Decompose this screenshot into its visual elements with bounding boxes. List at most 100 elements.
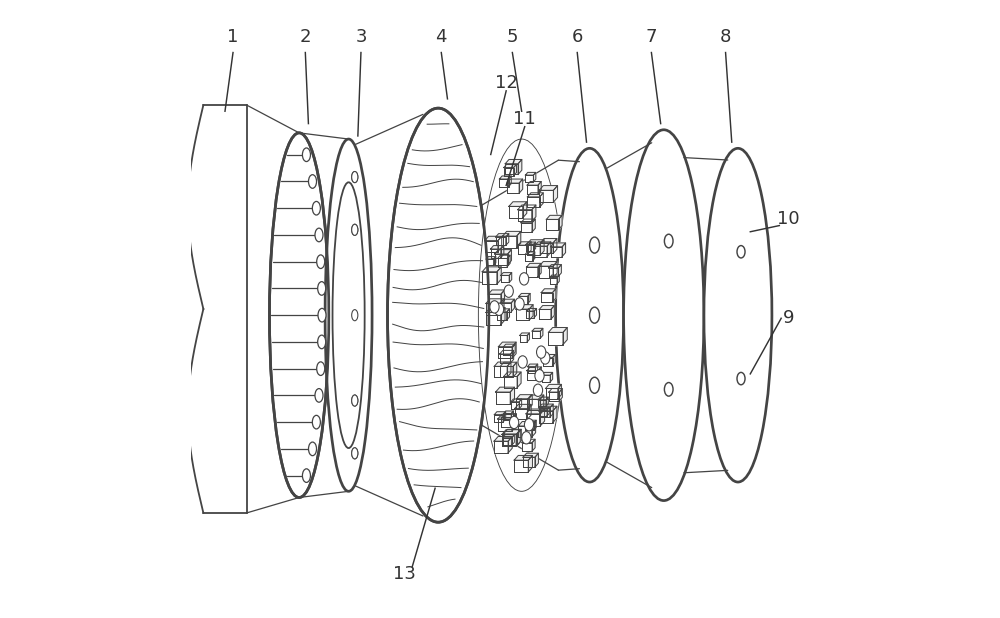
Polygon shape [486,298,504,303]
Polygon shape [499,179,509,187]
Polygon shape [508,250,511,265]
Polygon shape [534,242,551,246]
Polygon shape [540,240,544,255]
Polygon shape [488,290,505,294]
Polygon shape [540,239,557,243]
Polygon shape [517,430,521,446]
Polygon shape [503,434,514,438]
Polygon shape [507,183,519,193]
Polygon shape [534,420,536,430]
Polygon shape [509,201,527,206]
Polygon shape [546,215,562,219]
Ellipse shape [302,469,310,483]
Ellipse shape [556,148,624,482]
Polygon shape [540,243,553,253]
Ellipse shape [541,352,550,364]
Polygon shape [557,275,559,284]
Polygon shape [519,297,528,303]
Text: 12: 12 [495,74,518,93]
Polygon shape [497,309,510,312]
Ellipse shape [269,133,329,497]
Polygon shape [540,193,543,207]
Ellipse shape [352,447,358,459]
Polygon shape [501,413,516,418]
Ellipse shape [737,245,745,258]
Polygon shape [494,256,496,265]
Polygon shape [516,305,533,309]
Polygon shape [516,309,529,320]
Polygon shape [550,277,557,284]
Text: 2: 2 [300,28,311,46]
Polygon shape [516,430,520,446]
Polygon shape [503,236,517,248]
Ellipse shape [318,282,326,295]
Ellipse shape [664,383,673,396]
Polygon shape [539,305,554,310]
Polygon shape [504,164,516,167]
Ellipse shape [352,447,358,459]
Ellipse shape [312,201,320,215]
Ellipse shape [352,172,358,183]
Polygon shape [494,412,506,415]
Text: 10: 10 [777,210,800,229]
Polygon shape [542,373,553,375]
Polygon shape [510,387,515,404]
Polygon shape [486,259,494,265]
Polygon shape [505,164,518,174]
Polygon shape [494,366,507,377]
Polygon shape [527,371,538,380]
Polygon shape [526,414,540,426]
Polygon shape [526,263,541,267]
Polygon shape [504,411,513,413]
Polygon shape [527,399,540,410]
Polygon shape [540,328,543,338]
Polygon shape [538,367,541,380]
Ellipse shape [352,224,358,235]
Polygon shape [514,455,532,460]
Polygon shape [503,438,512,446]
Polygon shape [518,159,522,174]
Polygon shape [528,242,531,253]
Polygon shape [498,236,502,252]
Polygon shape [522,442,532,451]
Polygon shape [525,252,535,255]
Ellipse shape [590,377,599,393]
Polygon shape [494,441,508,453]
Polygon shape [543,358,553,366]
Polygon shape [510,350,514,363]
Text: 8: 8 [720,28,731,46]
Polygon shape [547,242,551,256]
Polygon shape [542,375,550,382]
Polygon shape [553,261,557,277]
Polygon shape [527,367,541,371]
Ellipse shape [309,175,317,188]
Polygon shape [486,303,500,315]
Polygon shape [551,243,566,247]
Polygon shape [526,267,538,277]
Polygon shape [512,342,516,358]
Polygon shape [504,167,514,176]
Polygon shape [549,268,558,276]
Ellipse shape [318,308,326,322]
Ellipse shape [535,370,544,382]
Polygon shape [535,364,538,373]
Polygon shape [521,222,532,232]
Ellipse shape [504,285,513,297]
Polygon shape [525,172,536,175]
Polygon shape [513,413,516,427]
Polygon shape [540,407,549,410]
Ellipse shape [478,139,565,491]
Ellipse shape [624,130,704,501]
Ellipse shape [537,346,546,358]
Polygon shape [547,407,549,416]
Polygon shape [526,242,536,245]
Polygon shape [500,350,514,354]
Polygon shape [549,389,562,392]
Polygon shape [529,305,533,320]
Polygon shape [486,308,505,313]
Polygon shape [532,331,540,338]
Polygon shape [502,434,516,446]
Polygon shape [520,333,529,336]
Polygon shape [527,182,541,185]
Ellipse shape [317,362,325,376]
